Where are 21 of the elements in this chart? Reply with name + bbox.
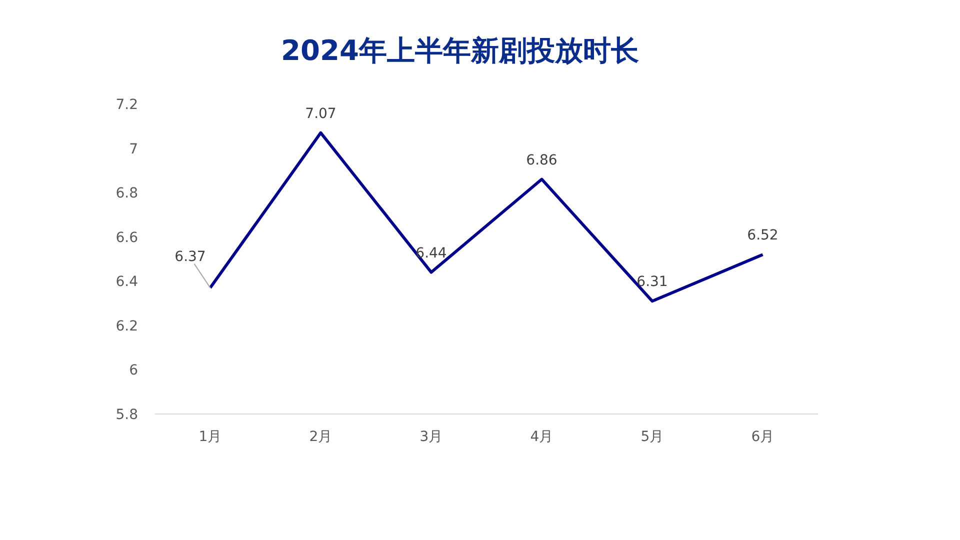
x-tick-label: 3月 [420,429,443,445]
y-tick-label: 6.6 [116,230,138,246]
chart-title: 2024年上半年新剧投放时长 [281,34,639,67]
y-tick-label: 7 [129,141,138,158]
data-label: 7.07 [305,106,336,122]
y-tick-label: 7.2 [116,97,138,113]
data-label: 6.37 [174,248,206,265]
x-tick-label: 2月 [309,429,332,445]
x-tick-label: 5月 [640,429,664,445]
x-tick-label: 1月 [198,429,222,445]
data-label: 6.86 [526,152,558,168]
x-tick-label: 6月 [751,429,774,445]
data-label: 6.44 [416,245,447,262]
y-tick-label: 6.2 [116,318,138,334]
y-tick-label: 6.8 [116,186,138,202]
data-label: 6.31 [636,274,668,290]
y-tick-label: 6 [129,362,138,379]
y-tick-label: 6.4 [116,274,138,290]
y-tick-label: 5.8 [116,407,138,423]
x-tick-label: 4月 [530,429,554,445]
data-label: 6.52 [747,228,778,244]
